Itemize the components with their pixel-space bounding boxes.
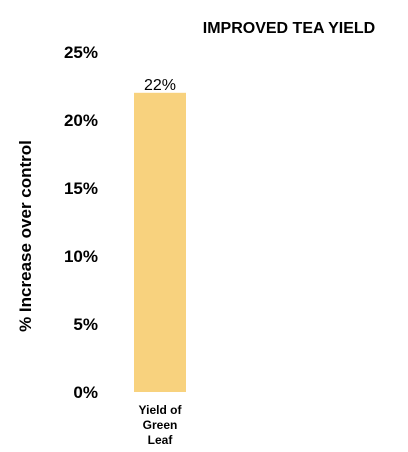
bar	[134, 92, 186, 393]
y-tick-label: 5%	[73, 315, 98, 334]
category-label-line: Green	[143, 418, 178, 432]
category-label: Yield of Green Leaf	[139, 403, 183, 447]
category-label-line: Yield of	[139, 403, 183, 417]
chart-title: IMPROVED TEA YIELD	[203, 20, 375, 37]
category-label-line: Leaf	[148, 433, 174, 447]
y-tick-label: 10%	[64, 247, 98, 266]
y-tick-label: 0%	[73, 383, 98, 402]
y-tick-label: 25%	[64, 43, 98, 62]
y-tick-label: 20%	[64, 111, 98, 130]
bars	[134, 92, 186, 393]
category-labels: Yield of Green Leaf	[139, 403, 183, 447]
y-axis-label: % Increase over control	[16, 140, 35, 332]
y-axis-ticks: 0% 5% 10% 15% 20% 25%	[64, 43, 98, 402]
data-labels: 22%	[144, 77, 176, 94]
bar-data-label: 22%	[144, 77, 176, 94]
y-tick-label: 15%	[64, 179, 98, 198]
